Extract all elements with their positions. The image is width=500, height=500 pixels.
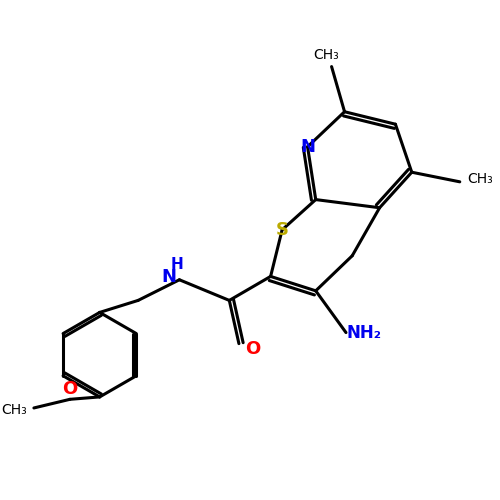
Text: CH₃: CH₃ bbox=[313, 48, 338, 62]
Text: O: O bbox=[244, 340, 260, 358]
Text: S: S bbox=[276, 221, 288, 239]
Text: N: N bbox=[300, 138, 315, 156]
Text: H: H bbox=[170, 257, 183, 272]
Text: N: N bbox=[162, 268, 176, 286]
Text: O: O bbox=[62, 380, 78, 398]
Text: NH₂: NH₂ bbox=[346, 324, 382, 342]
Text: CH₃: CH₃ bbox=[467, 172, 493, 186]
Text: CH₃: CH₃ bbox=[1, 404, 26, 417]
